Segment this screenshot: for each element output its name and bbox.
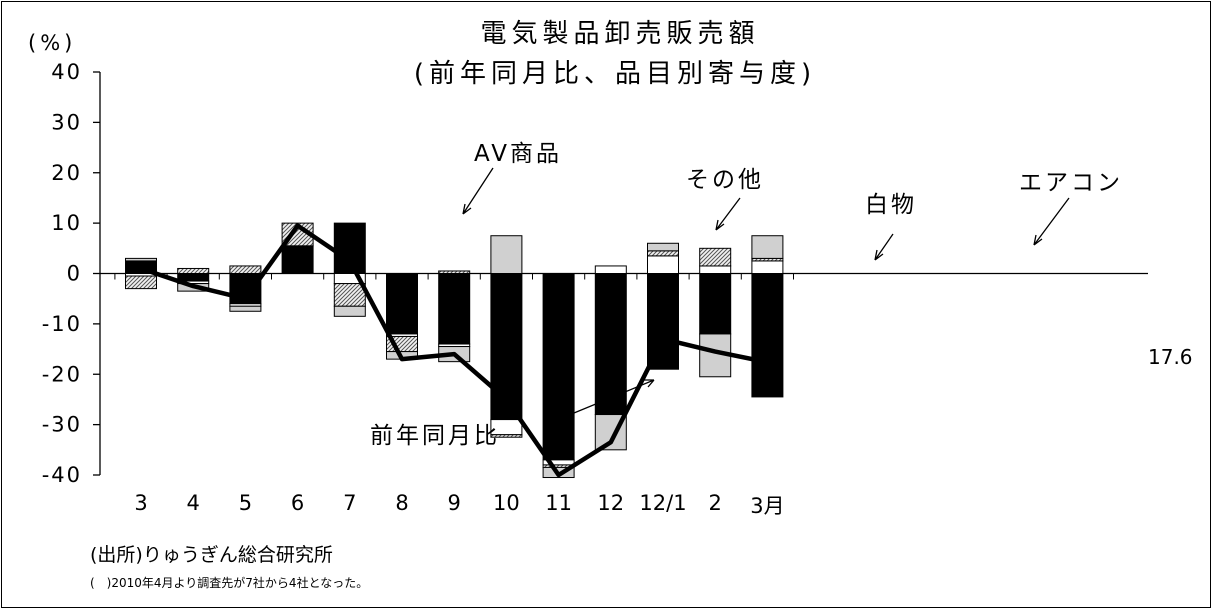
- x-tick-label: 4: [187, 491, 200, 515]
- bar-segment: [699, 273, 732, 335]
- x-tick-label: 2: [709, 491, 722, 515]
- bar-segment: [177, 267, 210, 274]
- annotation-white: 白物: [865, 192, 917, 218]
- x-axis: 3 4 5 6 7 8 9 10 11 12 12/1 2 3月: [100, 272, 1148, 518]
- bar-segment: [542, 273, 575, 461]
- bar-segment: [699, 247, 732, 267]
- bar-segment: [438, 273, 471, 345]
- bar-segment: [647, 255, 679, 274]
- end-value-label: 17.6: [1148, 345, 1193, 369]
- bar-segment: [751, 235, 784, 259]
- arrow-aircon: [1033, 197, 1070, 246]
- bar-segment: [699, 265, 732, 275]
- x-tick-label: 12/1: [639, 491, 686, 515]
- bar-segment: [438, 270, 471, 275]
- bar-segment: [647, 273, 679, 370]
- arrow-yoy: [556, 379, 655, 421]
- bar-segment: [333, 283, 366, 307]
- annotation-yoy: 前年同月比: [370, 423, 500, 449]
- annotation-av: AV商品: [474, 141, 562, 167]
- x-tick-label: 3月: [750, 494, 784, 518]
- bar-segment: [333, 222, 366, 274]
- bar-segment: [594, 265, 627, 275]
- source-note: (出所)りゅうぎん総合研究所: [90, 544, 333, 566]
- bar-segment: [281, 245, 314, 274]
- chart-title: 電気製品卸売販売額: [480, 19, 759, 49]
- yoy-line: [140, 223, 768, 478]
- arrow-av: [462, 167, 494, 215]
- x-tick-label: 3: [134, 491, 147, 515]
- x-tick-label: 8: [395, 491, 408, 515]
- x-tick-label: 12: [597, 491, 624, 515]
- arrow-other: [715, 197, 741, 231]
- bar-segment: [125, 257, 157, 262]
- footnote: ( )2010年4月より調査先が7社から4社となった。: [90, 575, 368, 590]
- bar-segment: [177, 273, 210, 282]
- x-tick-label: 10: [493, 491, 520, 515]
- chart-subtitle: (前年同月比、品目別寄与度): [414, 59, 816, 89]
- arrow-white: [874, 233, 894, 261]
- y-axis-label: (%): [28, 31, 76, 55]
- y-tick-label: -10: [42, 312, 82, 336]
- bar-segment: [229, 265, 262, 275]
- bar-segment: [647, 242, 679, 252]
- bar-segment: [751, 273, 784, 398]
- y-tick-label: -40: [42, 463, 82, 487]
- y-tick-label: 0: [67, 262, 82, 286]
- bar-segment: [490, 235, 523, 274]
- annotation-aircon: エアコン: [1019, 170, 1123, 196]
- x-tick-label: 11: [545, 491, 572, 515]
- bar-segment: [490, 434, 523, 438]
- bar-segment: [751, 260, 784, 274]
- line-layer: [140, 223, 768, 478]
- y-tick-label: -20: [42, 362, 82, 386]
- y-tick-label: 40: [51, 60, 82, 84]
- bar-segment: [125, 275, 157, 290]
- bars: [125, 222, 784, 479]
- x-tick-label: 6: [291, 491, 304, 515]
- y-tick-label: 20: [51, 161, 82, 185]
- x-tick-label: 7: [343, 491, 356, 515]
- bar-segment: [647, 250, 679, 257]
- annotation-other: その他: [686, 167, 764, 193]
- bar-segment: [229, 305, 262, 312]
- y-tick-label: 10: [51, 211, 82, 235]
- bar-segment: [386, 273, 418, 335]
- bar-segment: [333, 305, 366, 317]
- x-tick-label: 9: [448, 491, 461, 515]
- y-axis: 40 30 20 10 0 -10 -20 -30 -40: [42, 60, 101, 487]
- x-tick-label: 5: [239, 491, 252, 515]
- annotations: [462, 167, 1070, 421]
- y-tick-label: -30: [42, 413, 82, 437]
- y-tick-label: 30: [51, 110, 82, 134]
